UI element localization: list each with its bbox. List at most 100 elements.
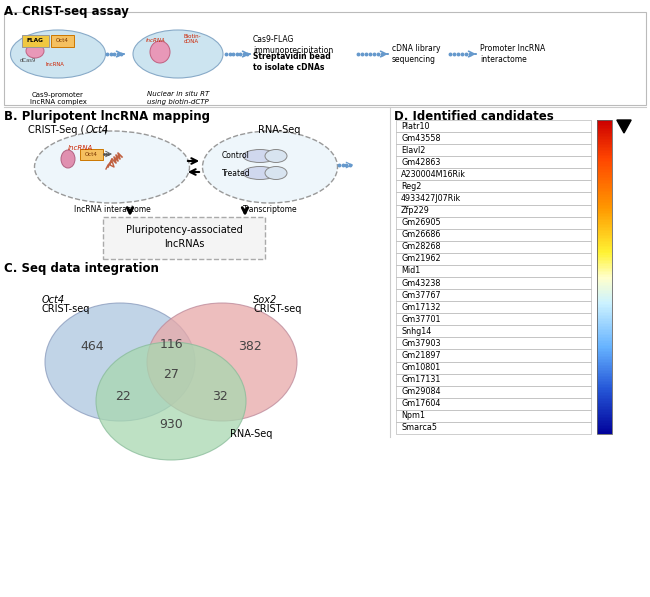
Text: Control: Control [222, 152, 250, 161]
Bar [597, 347, 612, 349]
Text: Gm26686: Gm26686 [401, 230, 441, 239]
Text: Smarca5: Smarca5 [401, 423, 437, 432]
Bar [597, 387, 612, 389]
Bar [597, 192, 612, 194]
Bar [597, 197, 612, 198]
Bar [597, 344, 612, 346]
Ellipse shape [243, 149, 277, 162]
Bar [597, 136, 612, 137]
Bar [597, 287, 612, 288]
Bar [597, 214, 612, 216]
Bar [597, 128, 612, 130]
Text: dCas9: dCas9 [20, 59, 36, 63]
Text: B. Pluripotent lncRNA mapping: B. Pluripotent lncRNA mapping [4, 110, 210, 123]
Bar [597, 395, 612, 396]
Bar [597, 152, 612, 153]
Bar [597, 299, 612, 300]
Bar [597, 175, 612, 177]
Text: Gm28268: Gm28268 [401, 242, 441, 251]
Bar [597, 255, 612, 257]
Bar [597, 225, 612, 227]
Bar [597, 143, 612, 145]
Bar [597, 140, 612, 142]
Bar [597, 184, 612, 186]
Bar [597, 367, 612, 368]
Text: Nuclear in situ RT
using biotin-dCTP: Nuclear in situ RT using biotin-dCTP [147, 91, 209, 105]
Bar [597, 241, 612, 242]
Ellipse shape [243, 167, 277, 180]
Bar [597, 384, 612, 385]
Bar [597, 382, 612, 384]
Bar [597, 131, 612, 133]
Text: Elavl2: Elavl2 [401, 146, 425, 155]
Bar [597, 169, 612, 170]
Text: 464: 464 [80, 340, 104, 353]
Bar [597, 300, 612, 302]
Text: C. Seq data integration: C. Seq data integration [4, 262, 159, 275]
Bar [597, 346, 612, 347]
Bar [597, 326, 612, 327]
Bar [597, 315, 612, 316]
Ellipse shape [61, 150, 75, 168]
Bar [597, 227, 612, 228]
Bar [597, 275, 612, 277]
Bar [597, 187, 612, 189]
Bar [597, 269, 612, 270]
Text: Platr10: Platr10 [401, 122, 430, 131]
Bar [597, 418, 612, 420]
Bar [597, 374, 612, 376]
Bar [597, 415, 612, 417]
Text: Zfp229: Zfp229 [401, 206, 430, 215]
Text: Gm37903: Gm37903 [401, 339, 441, 348]
Bar [597, 239, 612, 241]
Bar [597, 376, 612, 377]
Bar [597, 254, 612, 255]
FancyBboxPatch shape [21, 35, 49, 47]
Bar [597, 352, 612, 354]
Bar [597, 159, 612, 161]
Bar [597, 322, 612, 324]
Bar [597, 304, 612, 305]
Bar [597, 247, 612, 249]
FancyBboxPatch shape [4, 12, 646, 105]
Bar [597, 351, 612, 352]
Bar [597, 337, 612, 338]
Bar [597, 261, 612, 263]
Ellipse shape [26, 44, 44, 58]
Bar [597, 329, 612, 330]
Bar [597, 354, 612, 355]
Ellipse shape [265, 167, 287, 180]
FancyBboxPatch shape [51, 35, 73, 47]
Text: Gm17604: Gm17604 [401, 399, 441, 408]
Bar [597, 343, 612, 344]
Bar [396, 349, 591, 362]
Bar [597, 122, 612, 123]
Bar [597, 207, 612, 208]
Bar [597, 371, 612, 373]
Text: Gm17131: Gm17131 [401, 375, 441, 384]
Bar [597, 238, 612, 239]
Text: Gm17132: Gm17132 [401, 303, 441, 312]
Bar [597, 208, 612, 210]
Text: Cas9-promoter
lncRNA complex: Cas9-promoter lncRNA complex [29, 91, 86, 105]
Bar [597, 150, 612, 152]
Bar [597, 417, 612, 418]
Bar [597, 310, 612, 312]
Bar [597, 424, 612, 426]
Bar [597, 236, 612, 238]
Bar [597, 260, 612, 261]
Bar [396, 374, 591, 386]
Bar [597, 392, 612, 393]
Bar [597, 222, 612, 224]
Text: 4933427J07Rik: 4933427J07Rik [401, 194, 462, 203]
Text: Snhg14: Snhg14 [401, 327, 431, 336]
Bar [396, 337, 591, 349]
Bar [396, 277, 591, 289]
Bar [597, 412, 612, 414]
Bar [597, 423, 612, 424]
Bar [396, 120, 591, 132]
Bar [597, 161, 612, 162]
Bar [597, 203, 612, 205]
Text: Gm29084: Gm29084 [401, 387, 441, 396]
Text: lncRNA: lncRNA [46, 61, 64, 66]
